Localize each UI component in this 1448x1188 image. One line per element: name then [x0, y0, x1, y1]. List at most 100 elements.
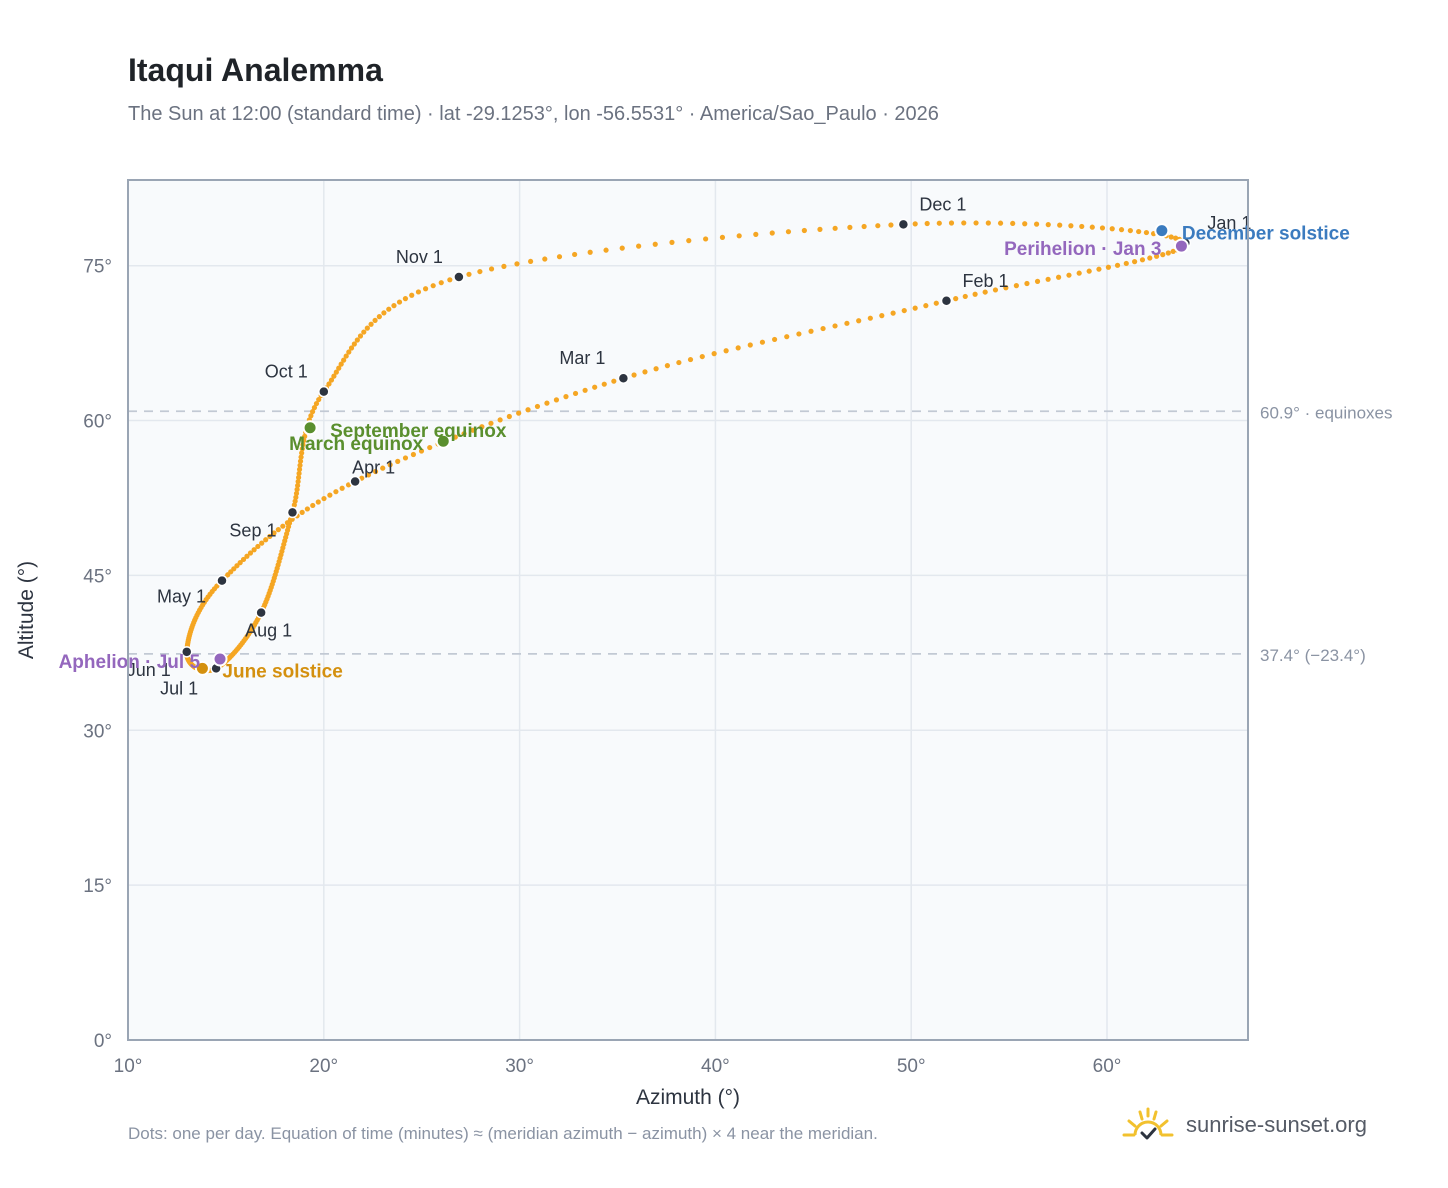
plot-frame: [127, 179, 1249, 1041]
daily-dot: [299, 509, 305, 515]
daily-dot: [237, 560, 243, 566]
daily-dot: [923, 303, 929, 309]
daily-dot: [488, 420, 494, 426]
daily-dot: [488, 266, 495, 272]
daily-dot: [703, 236, 709, 242]
x-tick-label: 50°: [897, 1056, 926, 1077]
daily-dot: [933, 300, 939, 306]
daily-dot: [415, 289, 422, 295]
event-marker: [1173, 238, 1189, 254]
daily-dot: [875, 223, 881, 229]
daily-dot: [912, 221, 918, 227]
daily-dot: [309, 409, 316, 415]
daily-dot: [452, 434, 458, 440]
daily-dot: [992, 287, 999, 293]
daily-dot: [1003, 285, 1009, 291]
brand[interactable]: sunrise-sunset.org: [1120, 1100, 1367, 1150]
event-label: Perihelion · Jan 3: [1004, 239, 1161, 260]
daily-dot: [466, 271, 472, 277]
daily-dot: [310, 502, 316, 509]
daily-dot: [326, 381, 332, 387]
daily-dot: [1034, 278, 1041, 284]
reference-line-label: 60.9° · equinoxes: [1260, 403, 1393, 422]
daily-dot: [1127, 227, 1133, 234]
daily-dot: [461, 431, 467, 437]
y-tick-label: 30°: [83, 721, 112, 742]
daily-dot: [297, 458, 304, 464]
daily-dot: [1123, 260, 1129, 267]
daily-dot: [477, 268, 483, 275]
daily-dot: [856, 318, 862, 324]
daily-dot: [1165, 250, 1171, 256]
daily-dot: [296, 466, 303, 473]
x-axis-label: Azimuth (°): [636, 1086, 740, 1109]
daily-dot: [1096, 266, 1102, 272]
daily-dot: [753, 231, 759, 237]
month-label: Mar 1: [559, 348, 605, 368]
daily-dot: [343, 353, 349, 359]
daily-dot: [255, 543, 261, 550]
daily-dot: [470, 427, 476, 433]
daily-dot: [735, 345, 741, 351]
daily-dot: [1136, 228, 1142, 235]
daily-dot: [364, 325, 370, 331]
daily-dot: [867, 315, 873, 321]
axis-ticks: 10° 20° 30° 40° 50° 60° 0° 15° 30° 45° 60° 75°: [83, 257, 1121, 1077]
daily-dot: [587, 249, 593, 255]
daily-dot: [1160, 252, 1166, 258]
daily-dot: [1143, 229, 1150, 236]
daily-dot: [669, 239, 675, 245]
month-marker: [897, 218, 910, 231]
daily-dot: [785, 229, 792, 235]
daily-dot: [961, 220, 967, 226]
daily-dot: [1086, 268, 1092, 274]
daily-dot: [901, 307, 907, 314]
daily-dot: [801, 227, 807, 234]
daily-dot: [247, 550, 254, 556]
daily-dot: [572, 251, 578, 258]
daily-dot: [354, 337, 360, 343]
month-marker: [349, 475, 361, 488]
daily-dot: [888, 222, 894, 228]
x-tick-label: 10°: [114, 1056, 143, 1077]
daily-dot: [796, 331, 802, 337]
daily-dot: [280, 523, 286, 529]
daily-dot: [542, 256, 548, 262]
daily-dot: [1045, 222, 1051, 228]
daily-dot: [333, 489, 339, 495]
event-label: December solstice: [1182, 224, 1350, 245]
month-marker: [216, 574, 228, 587]
daily-dot: [582, 387, 588, 393]
daily-dot: [676, 359, 682, 366]
daily-dot: [631, 372, 637, 378]
event-label: June solstice: [222, 661, 342, 682]
daily-dot: [267, 533, 273, 540]
daily-dot: [479, 424, 485, 430]
x-tick-label: 20°: [309, 1056, 338, 1077]
daily-dot: [832, 225, 838, 231]
daily-dot: [298, 454, 304, 460]
daily-dot: [427, 444, 433, 451]
daily-dot: [723, 348, 729, 354]
daily-dot: [368, 321, 374, 327]
daily-dot: [759, 339, 766, 345]
daily-dot: [381, 310, 387, 316]
daily-dot: [1076, 270, 1082, 276]
daily-dot: [348, 345, 355, 351]
daily-dot: [686, 238, 692, 244]
daily-dot: [747, 342, 753, 348]
month-marker: [453, 271, 465, 283]
daily-dot: [395, 458, 401, 464]
month-marker: [617, 372, 630, 384]
chart-subtitle: The Sun at 12:00 (standard time) · lat -…: [128, 103, 939, 125]
daily-dot: [572, 390, 579, 397]
daily-dot: [619, 245, 625, 251]
daily-dot: [1013, 283, 1019, 289]
daily-dot: [271, 530, 277, 536]
event-marker: [212, 651, 228, 667]
daily-dot: [784, 334, 790, 340]
daily-dot: [311, 404, 318, 411]
month-label: Jul 1: [160, 678, 198, 698]
daily-dot: [302, 433, 308, 439]
daily-dot: [1066, 272, 1072, 278]
